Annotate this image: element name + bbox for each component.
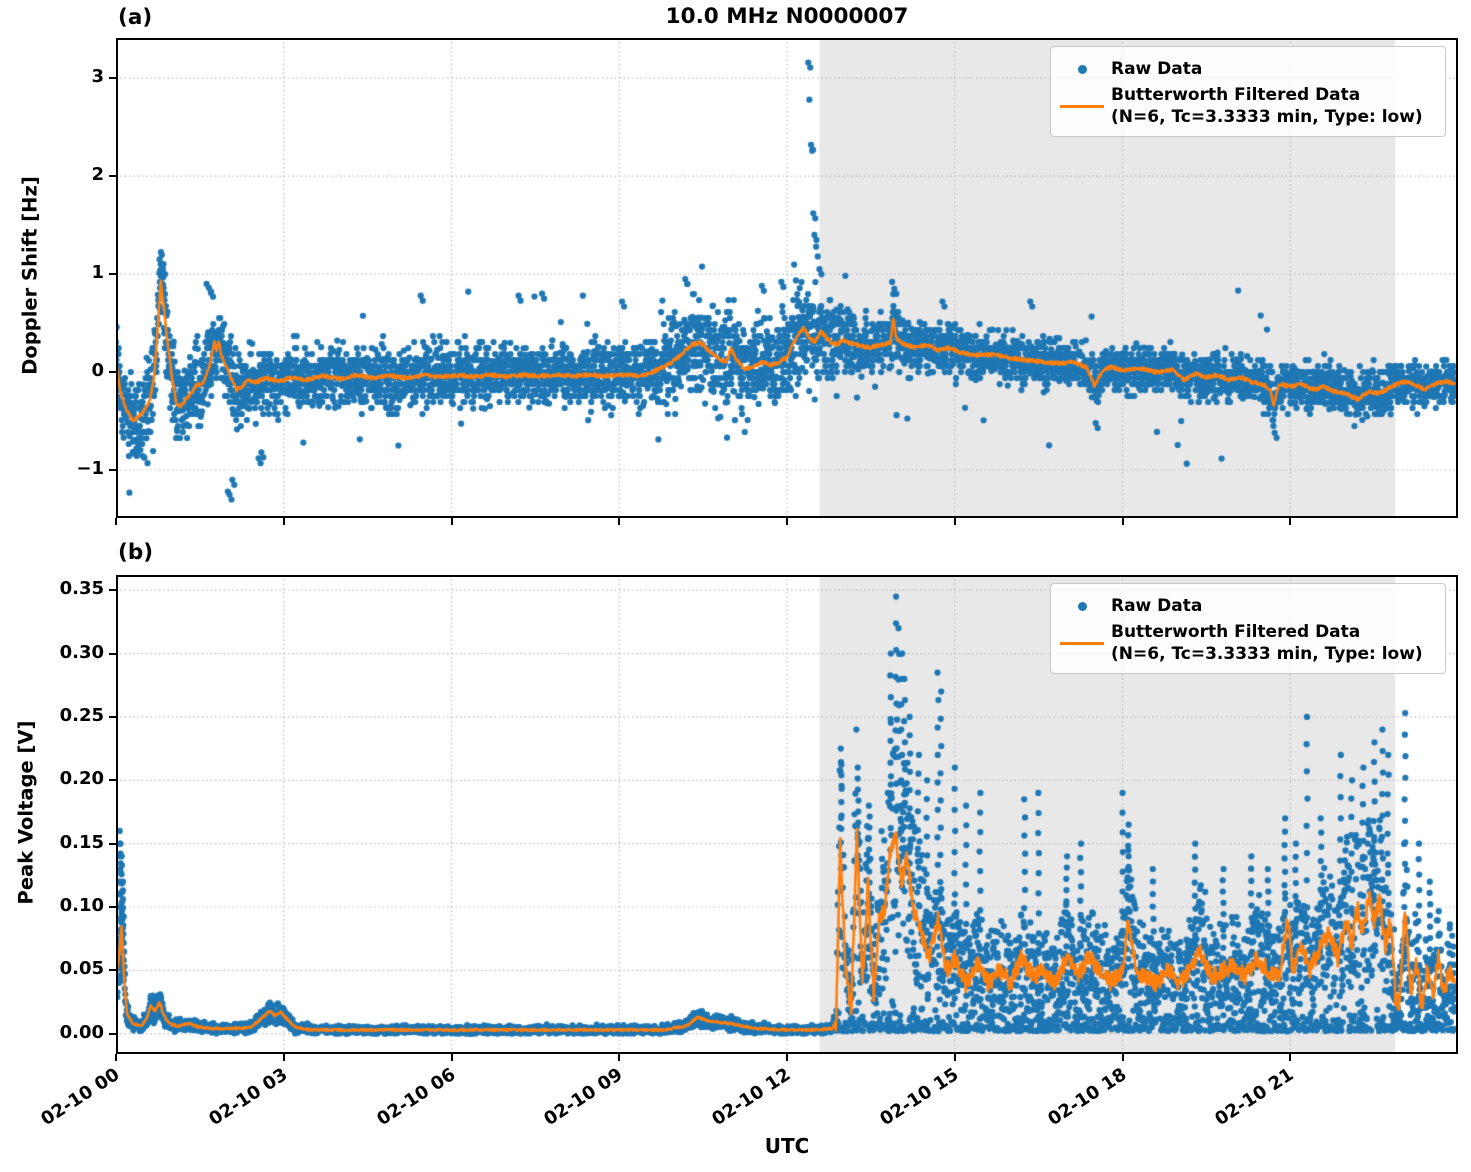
y-tick-mark — [109, 842, 116, 845]
legend-raw-marker-icon — [1077, 64, 1087, 74]
y-tick-label: 3 — [91, 66, 104, 88]
y-tick-label: 2 — [91, 164, 104, 186]
y-tick-mark — [109, 175, 116, 178]
x-tick-label: 02-10 15 — [876, 1064, 963, 1131]
x-tick-mark — [282, 1054, 285, 1061]
y-tick-label: −1 — [76, 458, 104, 479]
y-tick-mark — [109, 469, 116, 471]
legend-entry-filtered: Butterworth Filtered Data (N=6, Tc=3.333… — [1053, 84, 1435, 129]
y-tick-mark — [109, 1032, 116, 1035]
legend-raw-marker-icon — [1077, 601, 1087, 611]
x-axis-label: UTC — [764, 1134, 810, 1158]
x-tick-mark — [1121, 1054, 1124, 1061]
x-tick-label: 02-10 12 — [708, 1064, 795, 1131]
legend-filtered-marker-icon — [1060, 104, 1104, 109]
y-tick-label: 0.35 — [59, 578, 104, 600]
figure-title: 10.0 MHz N0000007 — [665, 4, 909, 29]
panel-b-tag: (b) — [118, 540, 154, 565]
legend-entry-filtered: Butterworth Filtered Data (N=6, Tc=3.333… — [1053, 621, 1435, 666]
x-tick-label: 02-10 00 — [37, 1064, 124, 1131]
x-tick-mark — [450, 1054, 453, 1061]
y-tick-mark — [109, 589, 116, 592]
x-tick-mark — [282, 518, 285, 525]
x-tick-mark — [450, 518, 453, 525]
y-tick-label: 0.00 — [59, 1021, 104, 1043]
y-tick-mark — [109, 906, 116, 908]
x-tick-label: 02-10 06 — [372, 1064, 459, 1131]
y-tick-label: 0 — [91, 360, 104, 382]
y-tick-mark — [109, 715, 116, 718]
x-tick-label: 02-10 03 — [205, 1064, 292, 1131]
x-tick-mark — [618, 1054, 621, 1061]
x-tick-label: 02-10 09 — [540, 1064, 627, 1131]
y-tick-label: 0.05 — [59, 958, 104, 980]
x-tick-mark — [618, 518, 621, 525]
legend-raw-label: Raw Data — [1111, 595, 1203, 616]
legend-a: Raw Data Butterworth Filtered Data (N=6,… — [1050, 46, 1446, 137]
x-tick-mark — [115, 518, 117, 525]
y-tick-label: 0.20 — [59, 768, 104, 790]
x-tick-mark — [786, 518, 788, 525]
y-tick-label: 0.30 — [59, 641, 104, 663]
y-tick-mark — [109, 77, 116, 80]
legend-b: Raw Data Butterworth Filtered Data (N=6,… — [1050, 583, 1446, 674]
y-tick-mark — [109, 652, 116, 655]
legend-filtered-label-line1: Butterworth Filtered Data — [1111, 622, 1361, 642]
y-tick-label: 0.15 — [59, 831, 104, 853]
x-tick-mark — [953, 1054, 956, 1061]
x-tick-label: 02-10 21 — [1211, 1064, 1298, 1131]
x-tick-mark — [1121, 518, 1124, 525]
legend-raw-label: Raw Data — [1111, 58, 1203, 79]
x-tick-mark — [953, 518, 956, 525]
legend-entry-raw: Raw Data — [1053, 54, 1435, 84]
legend-filtered-label-line2: (N=6, Tc=3.3333 min, Type: low) — [1111, 107, 1423, 128]
y-tick-mark — [109, 273, 116, 276]
legend-entry-raw: Raw Data — [1053, 591, 1435, 621]
y-tick-mark — [109, 371, 116, 374]
x-tick-mark — [115, 1054, 117, 1061]
legend-filtered-label-line2: (N=6, Tc=3.3333 min, Type: low) — [1111, 644, 1423, 665]
x-tick-mark — [1289, 518, 1292, 525]
x-tick-label: 02-10 18 — [1043, 1064, 1130, 1131]
y-tick-label: 0.10 — [59, 895, 104, 916]
y-tick-label: 1 — [91, 262, 104, 284]
x-tick-mark — [1289, 1054, 1292, 1061]
x-tick-mark — [786, 1054, 788, 1061]
legend-filtered-marker-icon — [1060, 641, 1104, 646]
legend-filtered-label-line1: Butterworth Filtered Data — [1111, 85, 1361, 105]
y-tick-mark — [109, 969, 116, 972]
y-tick-mark — [109, 779, 116, 782]
y-tick-label: 0.25 — [59, 704, 104, 726]
panel-a-tag: (a) — [118, 5, 153, 30]
